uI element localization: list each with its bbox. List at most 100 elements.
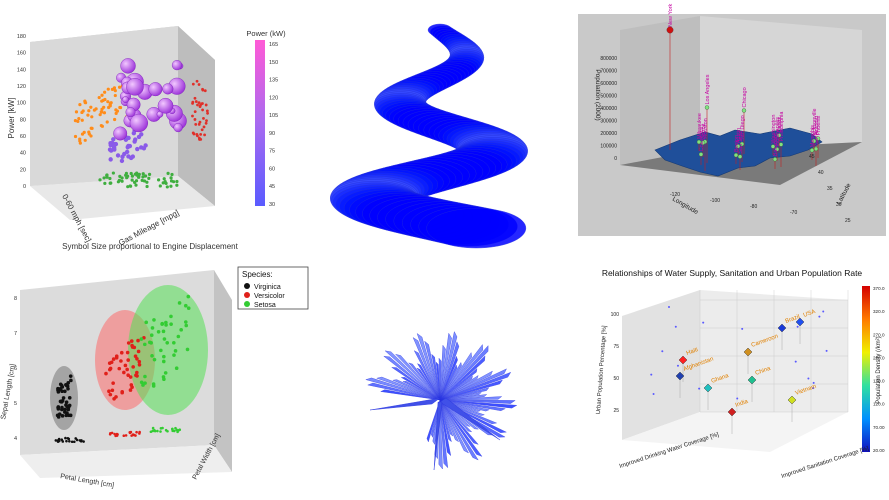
iris-point bbox=[114, 395, 118, 399]
panel-top-right: New York Los Angeles Chicago Philadelphia Ph… bbox=[578, 4, 886, 236]
fan-blade bbox=[439, 399, 483, 457]
scatter-point bbox=[130, 178, 134, 182]
iris-point bbox=[165, 341, 170, 345]
city-marker bbox=[809, 148, 815, 153]
fan-blade bbox=[439, 361, 462, 401]
colorbar-tick-label: 105 bbox=[269, 113, 278, 119]
fan-blade bbox=[439, 379, 503, 401]
fan-blade bbox=[367, 382, 441, 401]
scatter-point bbox=[200, 102, 203, 106]
scatter-point bbox=[113, 117, 117, 122]
iris-point bbox=[183, 320, 188, 324]
scatter-point bbox=[125, 144, 130, 150]
scatter-point bbox=[130, 174, 134, 178]
iris-point bbox=[57, 412, 62, 416]
projected-point bbox=[124, 434, 128, 437]
projected-point bbox=[109, 432, 112, 435]
city-label: Columbus bbox=[699, 126, 705, 151]
legend-entries: Virginica Versicolor Setosa bbox=[244, 283, 285, 309]
scatter-point bbox=[136, 134, 142, 140]
iris-point bbox=[177, 301, 182, 305]
city-label: Boston bbox=[734, 135, 740, 152]
iris-point bbox=[67, 396, 72, 400]
y-tick-label: 25 bbox=[845, 218, 851, 224]
scatter-point bbox=[143, 174, 148, 178]
colorbar-tick-label: 120 bbox=[269, 95, 278, 101]
scatter-point bbox=[129, 171, 133, 176]
y-tick-label: 30 bbox=[836, 202, 842, 208]
scatter-point bbox=[156, 178, 161, 182]
grid-lines bbox=[699, 290, 849, 413]
projected-point bbox=[57, 439, 61, 443]
scatter-point bbox=[119, 158, 125, 164]
colorbar-tick-label: 150 bbox=[269, 60, 278, 66]
fan-blade bbox=[413, 350, 441, 401]
scatter-point bbox=[145, 180, 149, 184]
colorbar-tick-label: 20.00 bbox=[873, 448, 885, 453]
iris-point bbox=[176, 334, 181, 339]
iris-point bbox=[162, 337, 167, 341]
city-marker bbox=[696, 139, 702, 145]
projected-point bbox=[113, 432, 116, 436]
country-point bbox=[787, 395, 797, 405]
scatter-point bbox=[103, 181, 107, 185]
scatter-point bbox=[162, 177, 166, 181]
scatter-bubble bbox=[173, 122, 183, 133]
country-label: Haiti bbox=[686, 347, 699, 357]
scatter-point bbox=[158, 184, 162, 188]
fan-blade bbox=[439, 370, 493, 401]
fan-blade bbox=[439, 387, 490, 401]
colorbar-tick-label: 90 bbox=[269, 131, 275, 137]
panel-bottom-left: Species: Virginica Versicolor Setosa 4 5 6 7 8… bbox=[0, 266, 309, 489]
fan-blade bbox=[439, 392, 482, 401]
z-tick-label: 0 bbox=[23, 184, 26, 190]
scatter-point bbox=[120, 179, 124, 183]
scatter-point bbox=[163, 179, 167, 184]
projected-point bbox=[156, 429, 159, 433]
scatter-point bbox=[135, 171, 139, 175]
fan-blade bbox=[439, 367, 478, 401]
background-point bbox=[796, 325, 799, 328]
iris-point bbox=[64, 413, 69, 418]
iris-point bbox=[126, 373, 130, 377]
city-label: Austin bbox=[736, 128, 742, 143]
country-label: Brazil bbox=[785, 314, 801, 325]
iris-point bbox=[134, 373, 138, 378]
iris-point bbox=[152, 357, 157, 362]
iris-point bbox=[156, 330, 161, 334]
scatter-point bbox=[111, 137, 116, 142]
background-point bbox=[676, 364, 679, 367]
y-tick-label: 100 bbox=[611, 312, 620, 318]
scatter-point bbox=[191, 101, 194, 105]
projected-point bbox=[153, 429, 156, 432]
x-tick-label: -80 bbox=[750, 204, 757, 210]
z-tick-label: 800000 bbox=[600, 56, 617, 62]
city-label: San Antonio bbox=[814, 116, 820, 146]
scatter-point bbox=[137, 175, 141, 179]
iris-point bbox=[131, 365, 135, 369]
y-tick-label: 5 bbox=[14, 401, 17, 407]
plot-side-wall bbox=[214, 270, 232, 472]
z-tick-label: 400000 bbox=[600, 106, 617, 112]
iris-point bbox=[169, 314, 173, 319]
z-tick-label: 180 bbox=[17, 34, 26, 40]
iris-point bbox=[111, 381, 115, 385]
fan-spike bbox=[369, 397, 441, 411]
legend-title: Species: bbox=[242, 270, 273, 279]
scatter-bubble bbox=[162, 83, 174, 95]
fan-blade bbox=[439, 399, 470, 454]
colorbar-tick-label: 70.00 bbox=[873, 425, 885, 430]
iris-point bbox=[162, 354, 166, 359]
fan-blade bbox=[439, 399, 479, 461]
scatter-point bbox=[80, 132, 85, 136]
city-marker bbox=[772, 157, 778, 162]
city-label: Dallas bbox=[777, 117, 783, 133]
fan-spike bbox=[439, 397, 501, 441]
scatter-point bbox=[126, 185, 130, 189]
city-label: Jacksonville bbox=[812, 108, 818, 138]
fan-blade bbox=[412, 337, 441, 401]
scatter-point bbox=[205, 119, 208, 123]
scatter-point bbox=[87, 109, 91, 113]
projected-point bbox=[176, 430, 179, 434]
fan-blade bbox=[426, 399, 441, 443]
